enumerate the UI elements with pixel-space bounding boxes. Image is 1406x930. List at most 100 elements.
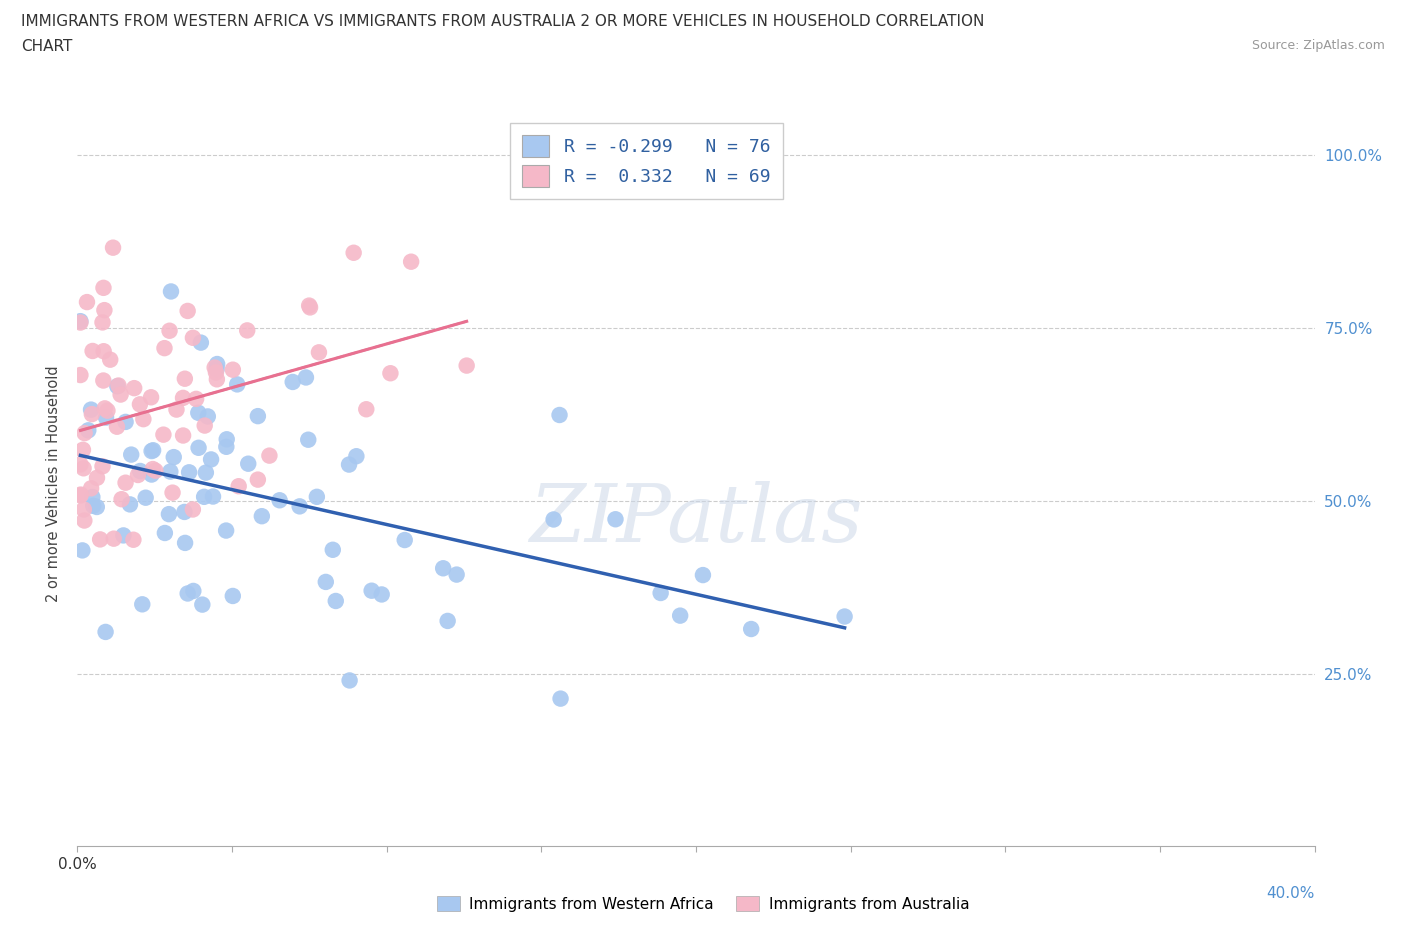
Point — [94, 410, 117, 425]
Point — [73, 513, 96, 528]
Text: Source: ZipAtlas.com: Source: ZipAtlas.com — [1251, 39, 1385, 52]
Point — [343, 246, 366, 260]
Point — [339, 673, 361, 688]
Point — [110, 387, 132, 402]
Point — [187, 440, 209, 455]
Point — [191, 597, 214, 612]
Point — [93, 344, 115, 359]
Point — [93, 373, 115, 388]
Point — [122, 532, 145, 547]
Point — [173, 371, 195, 386]
Point — [145, 463, 167, 478]
Point — [105, 419, 128, 434]
Point — [215, 523, 238, 538]
Point — [122, 380, 145, 395]
Point — [114, 415, 136, 430]
Point — [131, 597, 153, 612]
Point — [94, 401, 117, 416]
Point — [356, 402, 378, 417]
Point — [193, 489, 215, 504]
Point — [162, 485, 184, 500]
Text: CHART: CHART — [21, 39, 73, 54]
Point — [82, 343, 104, 358]
Point — [295, 370, 318, 385]
Point — [69, 313, 91, 328]
Point — [103, 531, 125, 546]
Point — [194, 465, 217, 480]
Point — [76, 295, 98, 310]
Point — [298, 299, 321, 313]
Point — [69, 488, 91, 503]
Point — [141, 467, 163, 482]
Point — [605, 512, 627, 526]
Point — [370, 587, 392, 602]
Point — [174, 536, 197, 551]
Point — [129, 463, 152, 478]
Y-axis label: 2 or more Vehicles in Household: 2 or more Vehicles in Household — [46, 365, 62, 602]
Point — [236, 323, 259, 338]
Point — [215, 439, 238, 454]
Point — [86, 499, 108, 514]
Point — [96, 404, 118, 418]
Point — [114, 475, 136, 490]
Point — [550, 691, 572, 706]
Point — [181, 502, 204, 517]
Point — [205, 365, 228, 379]
Point — [187, 405, 209, 420]
Point — [139, 390, 162, 405]
Point — [129, 397, 152, 412]
Point — [107, 379, 129, 393]
Point — [69, 457, 91, 472]
Point — [543, 512, 565, 527]
Point — [86, 471, 108, 485]
Point — [73, 502, 96, 517]
Point — [194, 418, 217, 433]
Point — [157, 507, 180, 522]
Point — [82, 489, 104, 504]
Point — [399, 254, 422, 269]
Point — [215, 432, 238, 446]
Point — [246, 408, 269, 423]
Point — [325, 593, 347, 608]
Point — [456, 358, 478, 373]
Point — [80, 406, 103, 421]
Point — [80, 481, 103, 496]
Point — [153, 340, 176, 355]
Point — [91, 315, 114, 330]
Point — [360, 583, 382, 598]
Point — [176, 303, 198, 318]
Point — [142, 443, 165, 458]
Point — [172, 391, 194, 405]
Point — [101, 240, 124, 255]
Point — [77, 423, 100, 438]
Point — [73, 426, 96, 441]
Point — [205, 372, 228, 387]
Point — [197, 409, 219, 424]
Point — [281, 375, 304, 390]
Point — [200, 452, 222, 467]
Point — [98, 352, 121, 367]
Point — [436, 614, 458, 629]
Point — [94, 624, 117, 639]
Legend: R = -0.299   N = 76, R =  0.332   N = 69: R = -0.299 N = 76, R = 0.332 N = 69 — [510, 123, 783, 199]
Point — [250, 509, 273, 524]
Point — [142, 461, 165, 476]
Point — [152, 427, 174, 442]
Text: IMMIGRANTS FROM WESTERN AFRICA VS IMMIGRANTS FROM AUSTRALIA 2 OR MORE VEHICLES I: IMMIGRANTS FROM WESTERN AFRICA VS IMMIGR… — [21, 14, 984, 29]
Point — [105, 379, 128, 393]
Point — [141, 444, 163, 458]
Text: 40.0%: 40.0% — [1267, 886, 1315, 901]
Point — [177, 465, 200, 480]
Point — [72, 461, 94, 476]
Point — [166, 402, 188, 417]
Point — [834, 609, 856, 624]
Point — [110, 492, 132, 507]
Point — [226, 377, 249, 392]
Point — [344, 449, 367, 464]
Point — [246, 472, 269, 487]
Point — [202, 489, 225, 504]
Point — [692, 567, 714, 582]
Point — [93, 281, 115, 296]
Text: ZIPatlas: ZIPatlas — [529, 481, 863, 559]
Point — [228, 479, 250, 494]
